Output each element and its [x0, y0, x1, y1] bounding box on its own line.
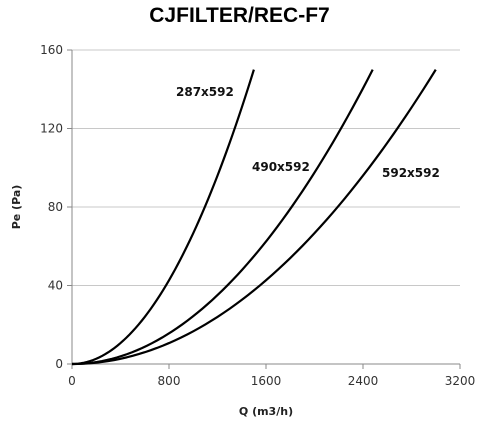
x-tick-label: 3200	[445, 374, 476, 388]
x-axis-label: Q (m3/h)	[239, 405, 293, 418]
x-tick-label: 1600	[251, 374, 282, 388]
series-label-490x592: 490x592	[252, 160, 310, 174]
y-ticks: 0 40 80 120 160	[40, 43, 72, 371]
x-tick-label: 2400	[348, 374, 379, 388]
gridlines	[72, 49, 460, 286]
y-tick-label: 40	[48, 279, 63, 293]
y-axis-label: Pe (Pa)	[10, 185, 23, 230]
series-label-592x592: 592x592	[382, 166, 440, 180]
series-line-490x592	[71, 69, 374, 366]
y-tick-label: 0	[55, 357, 63, 371]
series-labels: 287x592 490x592 592x592	[176, 85, 440, 180]
chart-title: CJFILTER/REC-F7	[149, 4, 330, 27]
series-line-287x592	[71, 69, 255, 366]
series-lines	[71, 69, 437, 366]
x-tick-label: 800	[158, 374, 181, 388]
y-tick-label: 160	[40, 43, 63, 57]
y-tick-label: 80	[48, 200, 63, 214]
series-line-592x592	[71, 69, 437, 366]
series-label-287x592: 287x592	[176, 85, 234, 99]
x-tick-label: 0	[68, 374, 76, 388]
x-ticks: 0 800 1600 2400 3200	[68, 364, 475, 388]
y-tick-label: 120	[40, 122, 63, 136]
